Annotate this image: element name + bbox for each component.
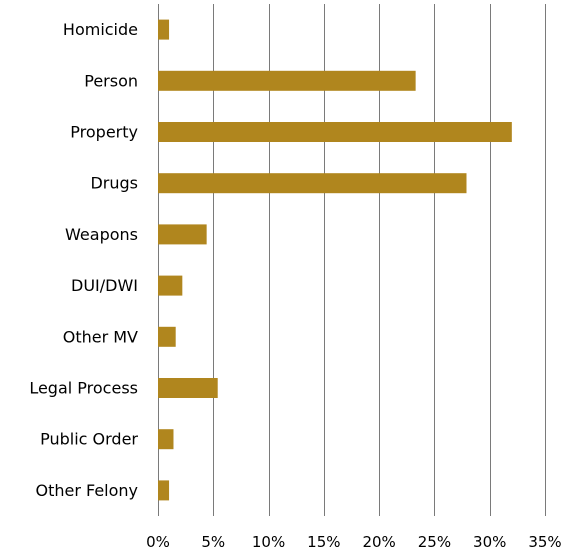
bar-7 [158, 378, 218, 398]
category-label-4: Weapons [65, 225, 138, 244]
category-label-1: Person [84, 71, 138, 90]
x-tick-label-6: 30% [473, 533, 506, 551]
bar-3 [158, 173, 467, 194]
x-tick-label-5: 25% [418, 533, 451, 551]
category-label-6: Other MV [63, 327, 138, 346]
x-tick-label-0: 0% [146, 533, 170, 551]
bar-1 [158, 70, 416, 91]
category-labels: Homicide Person Property Drugs Weapons DUI/DW… [29, 20, 138, 500]
x-tick-label-2: 10% [252, 533, 285, 551]
bar-5 [158, 275, 183, 296]
bar-0 [158, 19, 170, 40]
category-label-0: Homicide [63, 20, 138, 39]
category-label-3: Drugs [90, 174, 138, 193]
bar-4 [158, 224, 207, 245]
bar-8 [158, 429, 174, 450]
category-label-9: Other Felony [35, 481, 138, 500]
x-axis-tick-labels: 0% 5% 10% 15% 20% 25% 30% 35% [146, 533, 562, 551]
bar-6 [158, 326, 176, 347]
bar-9 [158, 480, 170, 501]
category-label-7: Legal Process [29, 379, 138, 398]
bars [158, 19, 512, 501]
x-tick-label-3: 15% [307, 533, 340, 551]
x-tick-label-7: 35% [528, 533, 561, 551]
x-tick-label-4: 20% [362, 533, 395, 551]
category-label-2: Property [70, 123, 138, 142]
bar-2 [158, 122, 512, 142]
category-label-5: DUI/DWI [71, 276, 138, 295]
x-tick-label-1: 5% [201, 533, 225, 551]
category-label-8: Public Order [40, 430, 138, 449]
